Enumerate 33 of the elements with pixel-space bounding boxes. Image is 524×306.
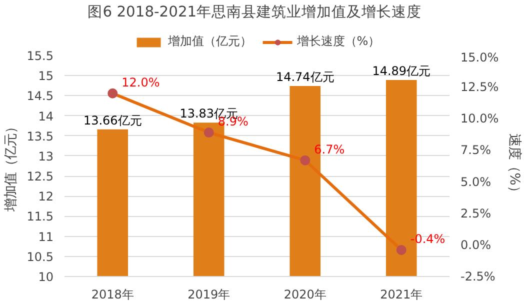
y-tick-label: 14.5 (26, 89, 54, 104)
y2-tick-label: 15.0% (460, 50, 499, 64)
y2-tick-label: 7.5% (460, 143, 491, 158)
y-tick-label: 10 (38, 270, 54, 284)
y-tick-label: 10.5 (26, 250, 54, 264)
y-tick-label: 13 (38, 149, 54, 164)
y2-tick-label: 5.0% (460, 174, 491, 189)
data-label: 14.89亿元 (372, 64, 431, 78)
y2-tick-label: 10.0% (460, 112, 499, 126)
data-label: 14.74亿元 (276, 70, 334, 84)
y2-tick-label: -2.5% (460, 270, 496, 284)
y2-tick-label: 2.5% (460, 206, 491, 220)
data-label: 12.0% (122, 75, 160, 90)
y2-tick-label: 12.5% (460, 80, 499, 94)
y-tick-label: 11 (38, 230, 54, 244)
y-tick-label: 14 (38, 109, 54, 124)
y-tick-label: 11.5 (26, 210, 54, 224)
chart-title: 图6 2018-2021年思南县建筑业增加值及增长速度 (88, 4, 422, 20)
y-tick-label: 12.5 (26, 170, 54, 184)
y-tick-label: 15.5 (26, 49, 54, 63)
x-tick-label: 2020年 (284, 288, 326, 302)
x-tick-label: 2018年 (91, 288, 134, 302)
y-tick-label: 15 (38, 69, 54, 84)
y2-axis-title: 速度（%） (506, 134, 523, 198)
y-tick-label: 13.5 (26, 129, 54, 144)
x-tick-label: 2021年 (380, 288, 423, 302)
y2-tick-label: 0.0% (460, 238, 491, 252)
legend-label: 增长速度（%） (296, 33, 380, 50)
x-tick-label: 2019年 (188, 288, 230, 302)
legend-label: 增加值（亿元） (168, 33, 252, 50)
y-axis-title: 增加值（亿元） (4, 120, 19, 212)
y-tick-label: 12 (38, 190, 54, 204)
data-label: 13.66亿元 (83, 113, 142, 128)
